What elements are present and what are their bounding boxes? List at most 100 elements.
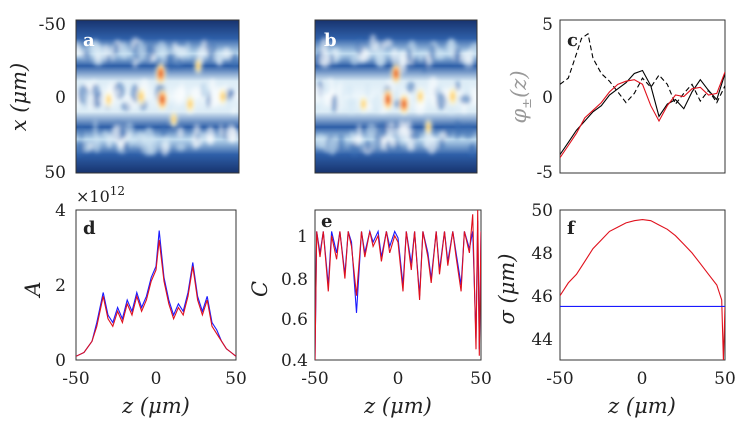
- heatmap-speckle: [111, 125, 121, 143]
- heatmap-speckle: [173, 87, 186, 104]
- heatmap-hotspot: [136, 85, 147, 108]
- heatmap-speckle: [173, 58, 183, 69]
- heatmap-speckle: [201, 40, 207, 50]
- panel-d: d ×1012 4 2 0 A -50 0 50 z (μm): [21, 184, 247, 418]
- panel-f-xlabel: z (μm): [607, 394, 676, 418]
- panel-b-pattern: [315, 20, 477, 173]
- panel-a-frame: [75, 19, 240, 174]
- panel-e-xtick-right: 50: [470, 369, 492, 389]
- heatmap-speckle: [390, 47, 399, 65]
- panel-f-xtick-mid: 0: [637, 369, 648, 389]
- panel-a-label: a: [83, 30, 95, 51]
- heatmap-hotspot: [398, 91, 410, 117]
- heatmap-speckle: [126, 99, 136, 110]
- heatmap-speckle: [230, 53, 239, 68]
- heatmap-speckle: [213, 50, 224, 64]
- heatmap-speckle: [436, 92, 447, 110]
- panel-d-xtick-right: 50: [225, 369, 247, 389]
- heatmap-speckle: [160, 139, 168, 149]
- panel-d-ytick-4: 4: [55, 201, 66, 221]
- panel-e-ytick-08: 0.8: [281, 270, 308, 290]
- heatmap-speckle: [91, 83, 100, 99]
- heatmap-speckle: [120, 41, 129, 59]
- heatmap-speckle: [383, 38, 393, 48]
- heatmap-hotspot: [104, 89, 114, 110]
- panel-e-ytick-04: 0.4: [281, 351, 308, 371]
- heatmap-speckle: [360, 48, 371, 62]
- panel-f-frame: [559, 209, 726, 361]
- heatmap-speckle: [365, 123, 377, 139]
- series-line-red: [315, 210, 481, 360]
- panel-a-hotspots: [76, 37, 239, 157]
- panel-e-ytick-06: 0.6: [281, 310, 308, 330]
- heatmap-speckle: [447, 38, 455, 54]
- panel-a-ytick-top: -50: [39, 15, 66, 35]
- heatmap-speckle: [462, 124, 474, 139]
- heatmap-speckle: [227, 127, 239, 143]
- heatmap-speckle: [315, 86, 324, 98]
- panel-c-label: c: [567, 30, 578, 51]
- heatmap-speckle: [82, 49, 91, 62]
- heatmap-speckle: [148, 43, 156, 55]
- heatmap-speckle: [111, 88, 120, 98]
- heatmap-speckle: [454, 120, 460, 140]
- heatmap-speckle: [320, 37, 329, 55]
- heatmap-speckle: [138, 40, 145, 60]
- panel-e-ylabel: C: [248, 281, 272, 297]
- heatmap-speckle: [193, 123, 201, 135]
- heatmap-hotspot: [359, 94, 369, 115]
- panel-e-xtick-left: -50: [301, 369, 328, 389]
- heatmap-speckle: [453, 47, 461, 61]
- heatmap-speckle: [205, 126, 215, 146]
- heatmap-speckle: [350, 53, 360, 66]
- heatmap-speckle: [76, 40, 81, 57]
- panel-d-ylabel: A: [21, 281, 45, 298]
- panel-b-frame: [314, 19, 478, 174]
- heatmap-hotspot: [154, 60, 167, 87]
- heatmap-hotspot: [390, 61, 402, 86]
- heatmap-hotspot: [156, 86, 169, 113]
- panel-f-ytick-50: 50: [531, 201, 553, 221]
- panel-c-ytick-top: 5: [542, 15, 553, 35]
- heatmap-speckle: [193, 137, 203, 147]
- panel-d-xtick-mid: 0: [151, 369, 162, 389]
- heatmap-speckle: [409, 131, 420, 141]
- heatmap-speckle: [350, 141, 359, 157]
- panel-a-ylabel: σx (μm): [7, 63, 31, 131]
- panel-d-ytick-0: 0: [55, 351, 66, 371]
- heatmap-speckle: [365, 81, 371, 99]
- panel-c-ylabel: φ±(z): [507, 70, 535, 123]
- heatmap-speckle: [372, 94, 383, 113]
- panel-f-xtick-left: -50: [546, 369, 573, 389]
- heatmap-speckle: [86, 93, 96, 110]
- heatmap-speckle: [329, 53, 335, 66]
- panel-d-xtick-left: -50: [62, 369, 89, 389]
- panel-f: f 50 48 46 44 σ (μm) -50 0 50 z (μm): [495, 201, 736, 418]
- heatmap-speckle: [106, 134, 112, 149]
- heatmap-speckle: [160, 124, 167, 137]
- heatmap-speckle: [134, 130, 146, 148]
- heatmap-speckle: [374, 48, 385, 67]
- heatmap-speckle: [435, 48, 445, 60]
- series-line-phi_plus_red: [560, 71, 725, 159]
- heatmap-hotspot: [381, 86, 394, 113]
- panel-c-frame: [559, 19, 726, 174]
- heatmap-speckle: [460, 51, 470, 65]
- heatmap-speckle: [319, 53, 331, 69]
- panel-b-label: b: [324, 30, 337, 51]
- heatmap-speckle: [112, 42, 120, 55]
- series-line-blue: [76, 230, 236, 357]
- panel-d-xlabel: z (μm): [121, 394, 190, 418]
- panel-f-ylabel: σ (μm): [495, 254, 519, 325]
- panel-e-xtick-mid: 0: [393, 369, 404, 389]
- heatmap-speckle: [406, 81, 416, 93]
- heatmap-speckle: [315, 53, 320, 67]
- heatmap-speckle: [411, 58, 417, 68]
- heatmap-speckle: [191, 87, 202, 99]
- heatmap-hotspot: [217, 85, 228, 108]
- panel-c-ytick-bottom: -5: [536, 163, 553, 183]
- heatmap-speckle: [123, 141, 130, 151]
- panel-d-plot: [76, 230, 236, 357]
- panel-e: e 1 0.8 0.6 0.4 C -50 0 50 z (μm): [248, 209, 492, 418]
